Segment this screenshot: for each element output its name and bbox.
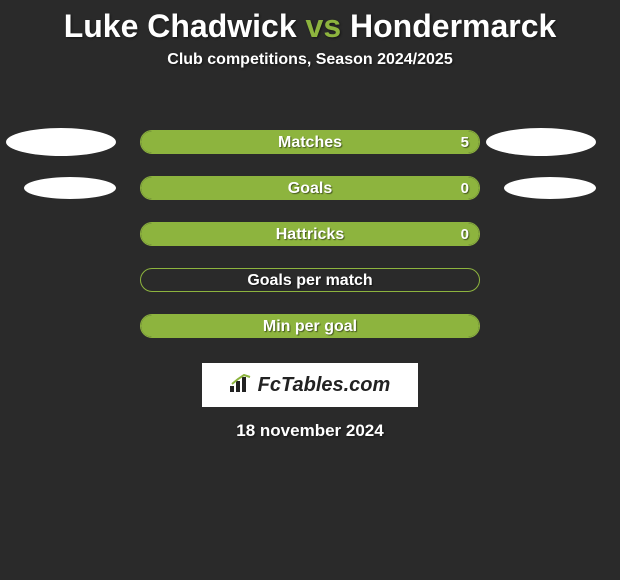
stat-value: 0 <box>461 223 469 246</box>
stat-label: Hattricks <box>141 223 479 246</box>
stat-value: 5 <box>461 131 469 154</box>
stat-label: Matches <box>141 131 479 154</box>
player1-name: Luke Chadwick <box>64 8 297 44</box>
player2-name: Hondermarck <box>350 8 556 44</box>
right-ellipse <box>486 128 596 156</box>
date-text: 18 november 2024 <box>0 421 620 441</box>
stats-container: Matches5Goals0Hattricks0Goals per matchM… <box>0 119 620 349</box>
right-ellipse <box>504 177 596 199</box>
stat-pill: Min per goal <box>140 314 480 338</box>
stat-pill: Goals per match <box>140 268 480 292</box>
stat-label: Goals per match <box>141 269 479 292</box>
bar-chart-icon <box>230 374 252 397</box>
stat-row: Matches5 <box>0 119 620 165</box>
left-ellipse <box>24 177 116 199</box>
stat-pill: Matches5 <box>140 130 480 154</box>
stat-value: 0 <box>461 177 469 200</box>
stat-label: Goals <box>141 177 479 200</box>
logo-text: FcTables.com <box>258 374 391 397</box>
stat-row: Hattricks0 <box>0 211 620 257</box>
stat-pill: Goals0 <box>140 176 480 200</box>
left-ellipse <box>6 128 116 156</box>
stat-label: Min per goal <box>141 315 479 338</box>
page-title: Luke Chadwick vs Hondermarck <box>0 0 620 45</box>
stat-row: Goals0 <box>0 165 620 211</box>
vs-text: vs <box>297 8 350 44</box>
subtitle: Club competitions, Season 2024/2025 <box>0 51 620 69</box>
stat-pill: Hattricks0 <box>140 222 480 246</box>
stat-row: Goals per match <box>0 257 620 303</box>
stat-row: Min per goal <box>0 303 620 349</box>
logo-box[interactable]: FcTables.com <box>202 363 418 407</box>
